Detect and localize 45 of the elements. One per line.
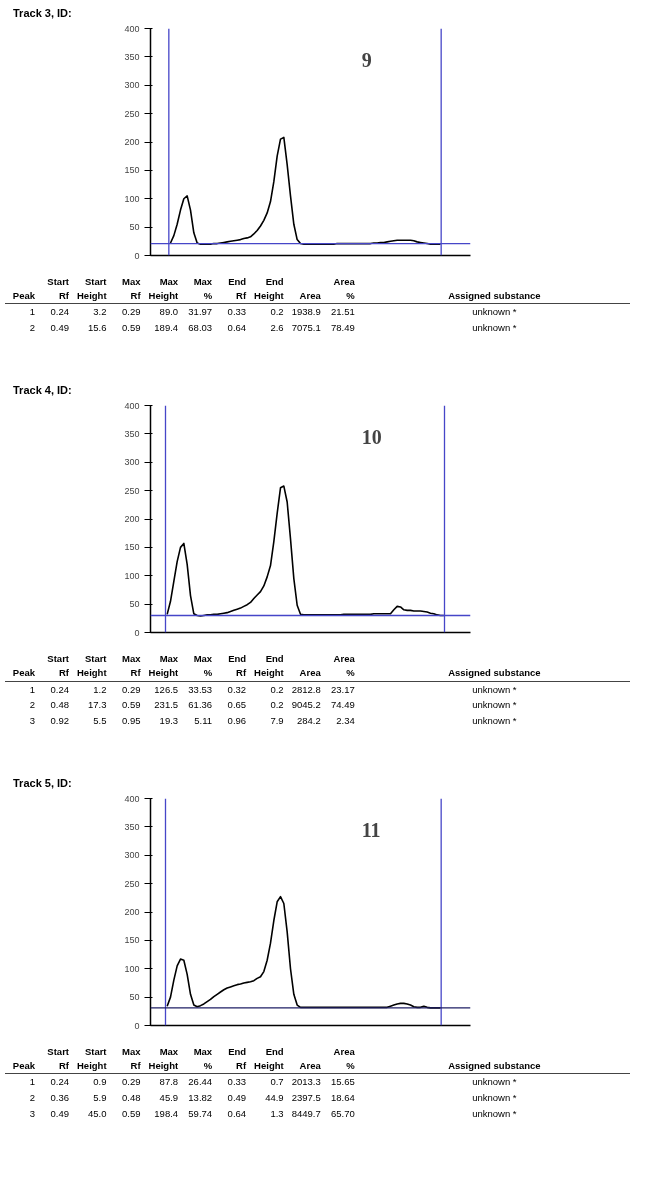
annotation: 10 bbox=[361, 426, 382, 449]
y-tick-label: 150 bbox=[124, 165, 140, 176]
text: 1 0.24 3.2 0.29 89.0 31.97 0.33 0.2 1938.9 21.51 unknown * bbox=[29, 306, 517, 318]
text: 1 0.24 0.9 0.29 87.8 26.44 0.33 0.7 2013.3 15.65 unknown * bbox=[29, 1076, 517, 1088]
text: 3 0.92 5.5 0.95 19.3 5.11 0.96 7.9 284.2 2.34 unknown * bbox=[29, 714, 517, 726]
y-tick-label: 50 bbox=[129, 992, 140, 1003]
y-tick-label: 200 bbox=[124, 514, 140, 525]
y-tick-label: 100 bbox=[124, 571, 140, 582]
y-tick-label: 250 bbox=[124, 878, 140, 889]
line-series bbox=[169, 136, 442, 245]
y-tick-label: 200 bbox=[124, 907, 140, 918]
y-tick-label: 100 bbox=[124, 964, 140, 975]
text: Track 4, ID: bbox=[13, 383, 72, 399]
y-tick-label: 300 bbox=[124, 850, 140, 861]
text: Peak Start Rf Start Height Max Rf Max Height Max % End Rf End Height Area Area % Assigned substance bbox=[12, 1046, 541, 1071]
y-tick-label: 150 bbox=[124, 935, 140, 946]
annotation: 11 bbox=[361, 819, 381, 842]
y-tick-label: 50 bbox=[129, 222, 140, 233]
text: Track 3, ID: bbox=[13, 6, 72, 21]
y-tick-label: 0 bbox=[134, 250, 140, 261]
text: 2 0.49 15.6 0.59 189.4 68.03 0.64 2.6 7075.1 78.49 unknown * bbox=[29, 321, 517, 333]
text: 1 0.24 1.2 0.29 126.5 33.53 0.32 0.2 2812.8 23.17 unknown * bbox=[29, 683, 517, 695]
text: Peak Start Rf Start Height Max Rf Max Height Max % End Rf End Height Area Area % Assigned substance bbox=[12, 653, 541, 678]
y-tick-label: 300 bbox=[124, 80, 140, 91]
y-tick-label: 0 bbox=[134, 1020, 140, 1031]
text: Track 5, ID: bbox=[13, 776, 72, 792]
y-tick-label: 350 bbox=[124, 822, 140, 833]
y-tick-label: 0 bbox=[134, 627, 140, 638]
y-tick-label: 350 bbox=[124, 429, 140, 440]
y-tick-label: 300 bbox=[124, 457, 140, 468]
annotation: 9 bbox=[361, 49, 372, 72]
y-tick-label: 200 bbox=[124, 137, 140, 147]
y-tick-label: 350 bbox=[124, 51, 140, 62]
y-tick-label: 50 bbox=[129, 599, 140, 610]
text: 3 0.49 45.0 0.59 198.4 59.74 0.64 1.3 8449.7 65.70 unknown * bbox=[29, 1107, 517, 1119]
y-tick-label: 400 bbox=[124, 400, 140, 411]
y-tick-label: 150 bbox=[124, 542, 140, 553]
y-tick-label: 100 bbox=[124, 193, 140, 204]
text: Peak Start Rf Start Height Max Rf Max Height Max % End Rf End Height Area Area % Assigned substance bbox=[12, 276, 541, 301]
text: 2 0.48 17.3 0.59 231.5 61.36 0.65 0.2 9045.2 74.49 unknown * bbox=[29, 699, 517, 711]
text: 2 0.36 5.9 0.48 45.9 13.82 0.49 44.9 2397.5 18.64 unknown * bbox=[29, 1092, 517, 1104]
y-tick-label: 250 bbox=[124, 108, 140, 119]
y-tick-label: 400 bbox=[124, 23, 140, 34]
y-tick-label: 400 bbox=[124, 793, 140, 804]
y-tick-label: 250 bbox=[124, 486, 140, 497]
